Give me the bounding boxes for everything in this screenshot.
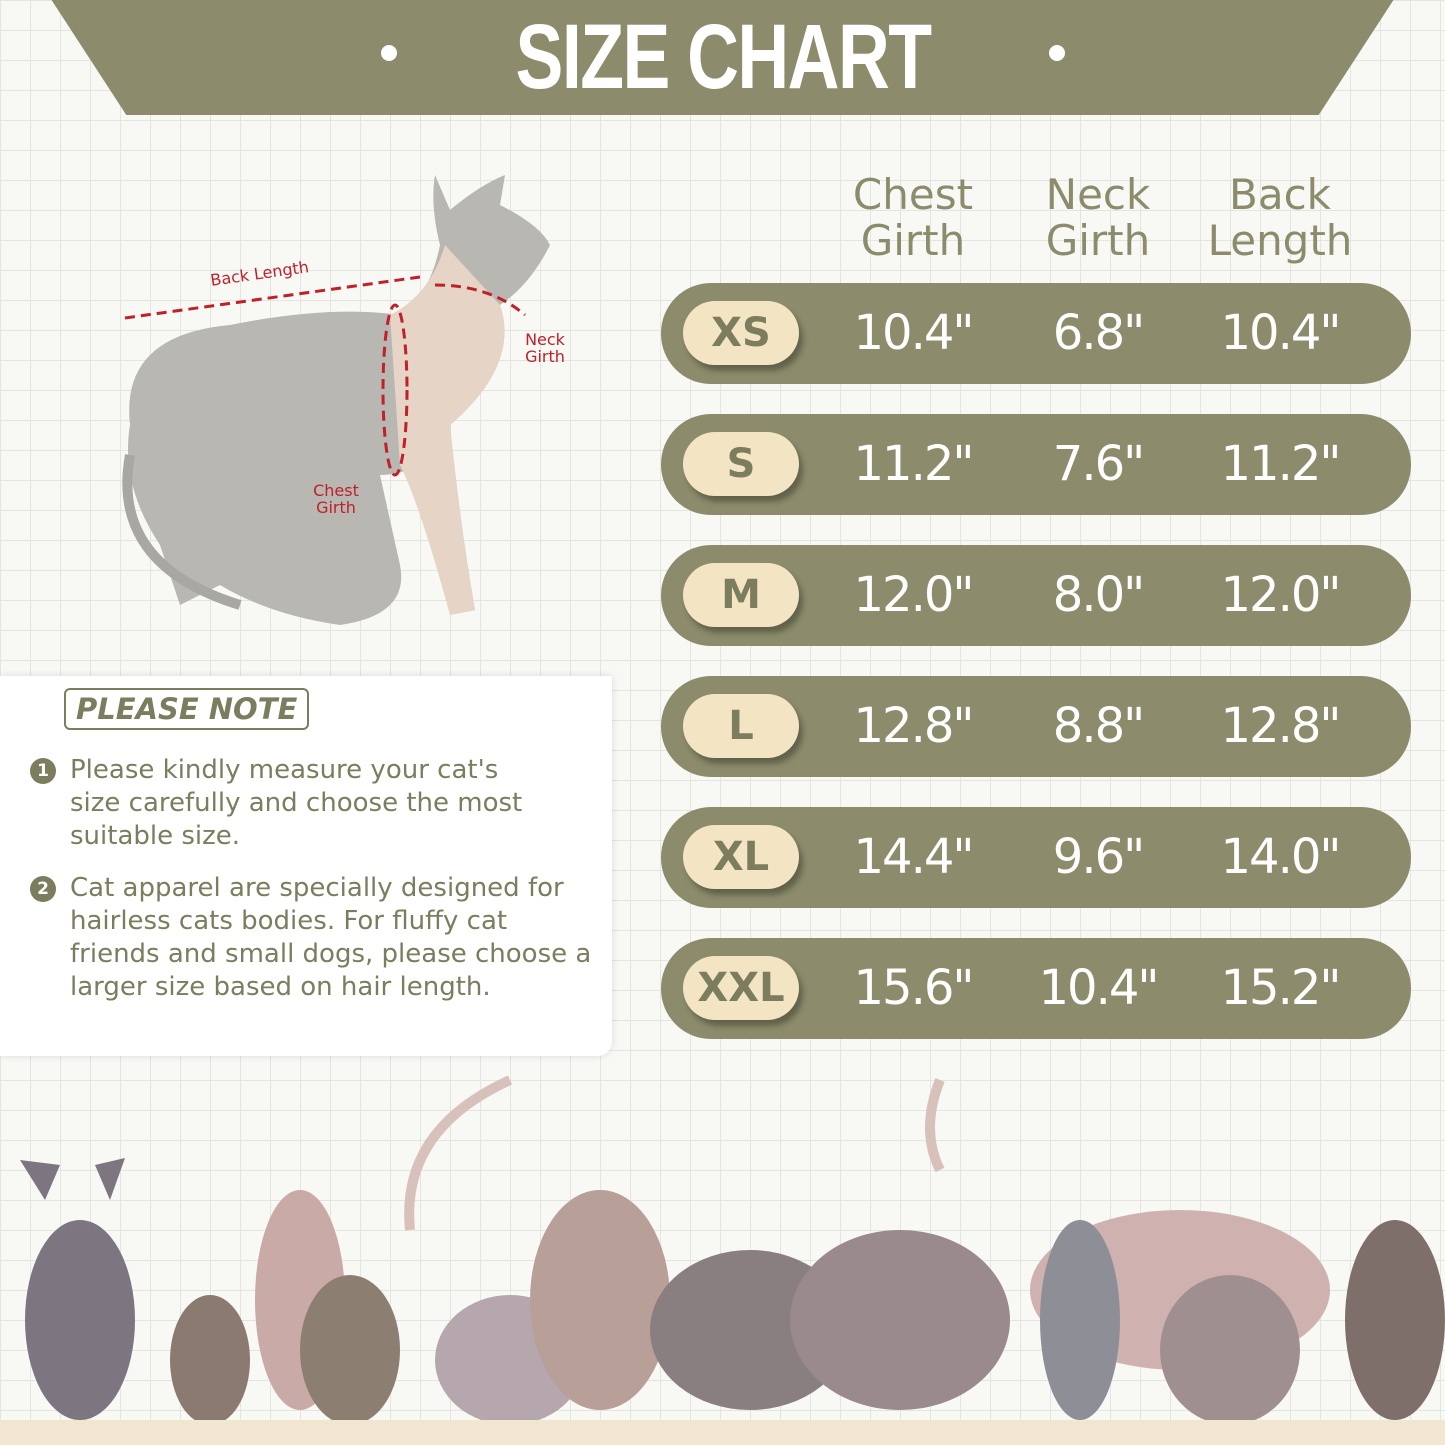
floor-strip [0, 1420, 1445, 1445]
measurement-value: 9.6" [1052, 829, 1145, 885]
please-note-title: PLEASE NOTE [64, 688, 310, 730]
please-note-panel: PLEASE NOTE 1 Please kindly measure your… [0, 676, 612, 1056]
size-badge: XS [683, 301, 799, 365]
number-badge: 2 [30, 876, 56, 902]
size-row-xs: XS 10.4" 6.8" 10.4" [661, 283, 1411, 384]
note-item: 1 Please kindly measure your cat's size … [30, 754, 550, 853]
size-row-l: L 12.8" 8.8" 12.8" [661, 676, 1411, 777]
measurement-value: 8.0" [1052, 567, 1145, 623]
size-badge: L [683, 694, 799, 758]
size-badge: M [683, 563, 799, 627]
note-text: Please kindly measure your cat's size ca… [70, 755, 523, 851]
note-item: 2 Cat apparel are specially designed for… [30, 872, 600, 1004]
cats-group-photo [20, 1075, 1445, 1425]
measurement-value: 15.6" [853, 960, 975, 1016]
measurement-value: 12.8" [853, 698, 975, 754]
size-row-m: M 12.0" 8.0" 12.0" [661, 545, 1411, 646]
size-row-xl: XL 14.4" 9.6" 14.0" [661, 807, 1411, 908]
size-badge: S [683, 432, 799, 496]
column-header-neck-girth: Neck Girth [1045, 170, 1151, 265]
measurement-value: 8.8" [1052, 698, 1145, 754]
page-title: SIZE CHART [515, 6, 932, 108]
chest-girth-label: Chest Girth [313, 481, 359, 517]
measurement-value: 11.2" [853, 436, 975, 492]
measurement-value: 6.8" [1052, 305, 1145, 361]
measurement-value: 12.0" [853, 567, 975, 623]
size-row-s: S 11.2" 7.6" 11.2" [661, 414, 1411, 515]
measurement-value: 12.0" [1220, 567, 1342, 623]
measurement-value: 10.4" [1220, 305, 1342, 361]
measurement-value: 10.4" [1038, 960, 1160, 1016]
size-badge: XXL [683, 956, 799, 1020]
measurement-value: 7.6" [1052, 436, 1145, 492]
measurement-value: 11.2" [1220, 436, 1342, 492]
bullet-dot [380, 44, 397, 61]
measurement-value: 12.8" [1220, 698, 1342, 754]
measurement-value: 14.0" [1220, 829, 1342, 885]
neck-girth-label: Neck Girth [525, 330, 565, 366]
number-badge: 1 [30, 758, 56, 784]
measurement-value: 14.4" [853, 829, 975, 885]
title-banner: SIZE CHART [45, 0, 1400, 115]
size-row-xxl: XXL 15.6" 10.4" 15.2" [661, 938, 1411, 1039]
column-header-chest-girth: Chest Girth [852, 170, 974, 265]
measuring-cat-illustration [122, 175, 550, 625]
column-header-back-length: Back Length [1207, 170, 1353, 265]
measurement-value: 10.4" [853, 305, 975, 361]
size-badge: XL [683, 825, 799, 889]
bullet-dot [1048, 44, 1065, 61]
note-text: Cat apparel are specially designed for h… [70, 873, 592, 1002]
measurement-value: 15.2" [1220, 960, 1342, 1016]
